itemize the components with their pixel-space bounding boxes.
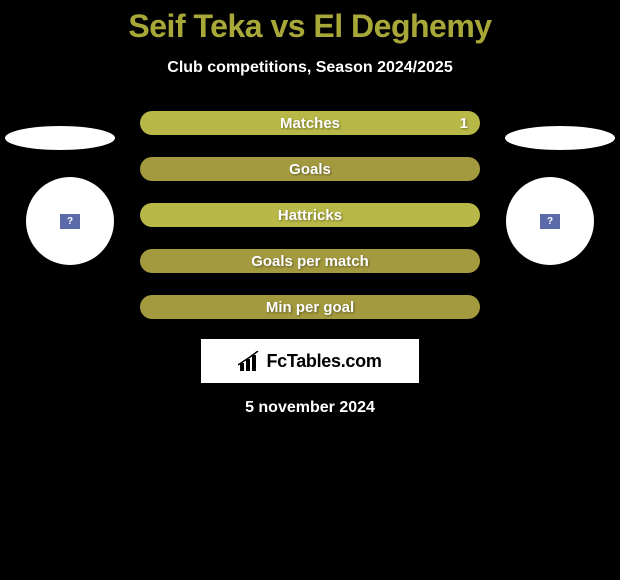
unknown-team-icon: ? bbox=[540, 214, 560, 229]
stat-bar-goals: Goals bbox=[140, 157, 480, 181]
badge-symbol: ? bbox=[67, 216, 73, 227]
player-right-ellipse bbox=[505, 126, 615, 150]
fctables-logo: FcTables.com bbox=[201, 339, 419, 383]
stat-label: Min per goal bbox=[266, 299, 354, 316]
stat-label: Goals bbox=[289, 161, 331, 178]
player-left-badge: ? bbox=[26, 177, 114, 265]
stat-label: Goals per match bbox=[251, 253, 369, 270]
player-right-badge: ? bbox=[506, 177, 594, 265]
comparison-title: Seif Teka vs El Deghemy bbox=[0, 0, 620, 45]
badge-symbol: ? bbox=[547, 216, 553, 227]
logo-text: FcTables.com bbox=[266, 351, 381, 372]
bars-icon bbox=[238, 351, 262, 371]
stat-bar-goals-per-match: Goals per match bbox=[140, 249, 480, 273]
stat-label: Matches bbox=[280, 115, 340, 132]
stat-bar-hattricks: Hattricks bbox=[140, 203, 480, 227]
player-left-ellipse bbox=[5, 126, 115, 150]
stat-bar-min-per-goal: Min per goal bbox=[140, 295, 480, 319]
stat-bar-matches: Matches 1 bbox=[140, 111, 480, 135]
unknown-team-icon: ? bbox=[60, 214, 80, 229]
stat-label: Hattricks bbox=[278, 207, 342, 224]
stat-value: 1 bbox=[460, 115, 468, 132]
comparison-subtitle: Club competitions, Season 2024/2025 bbox=[0, 59, 620, 77]
date-label: 5 november 2024 bbox=[0, 399, 620, 417]
